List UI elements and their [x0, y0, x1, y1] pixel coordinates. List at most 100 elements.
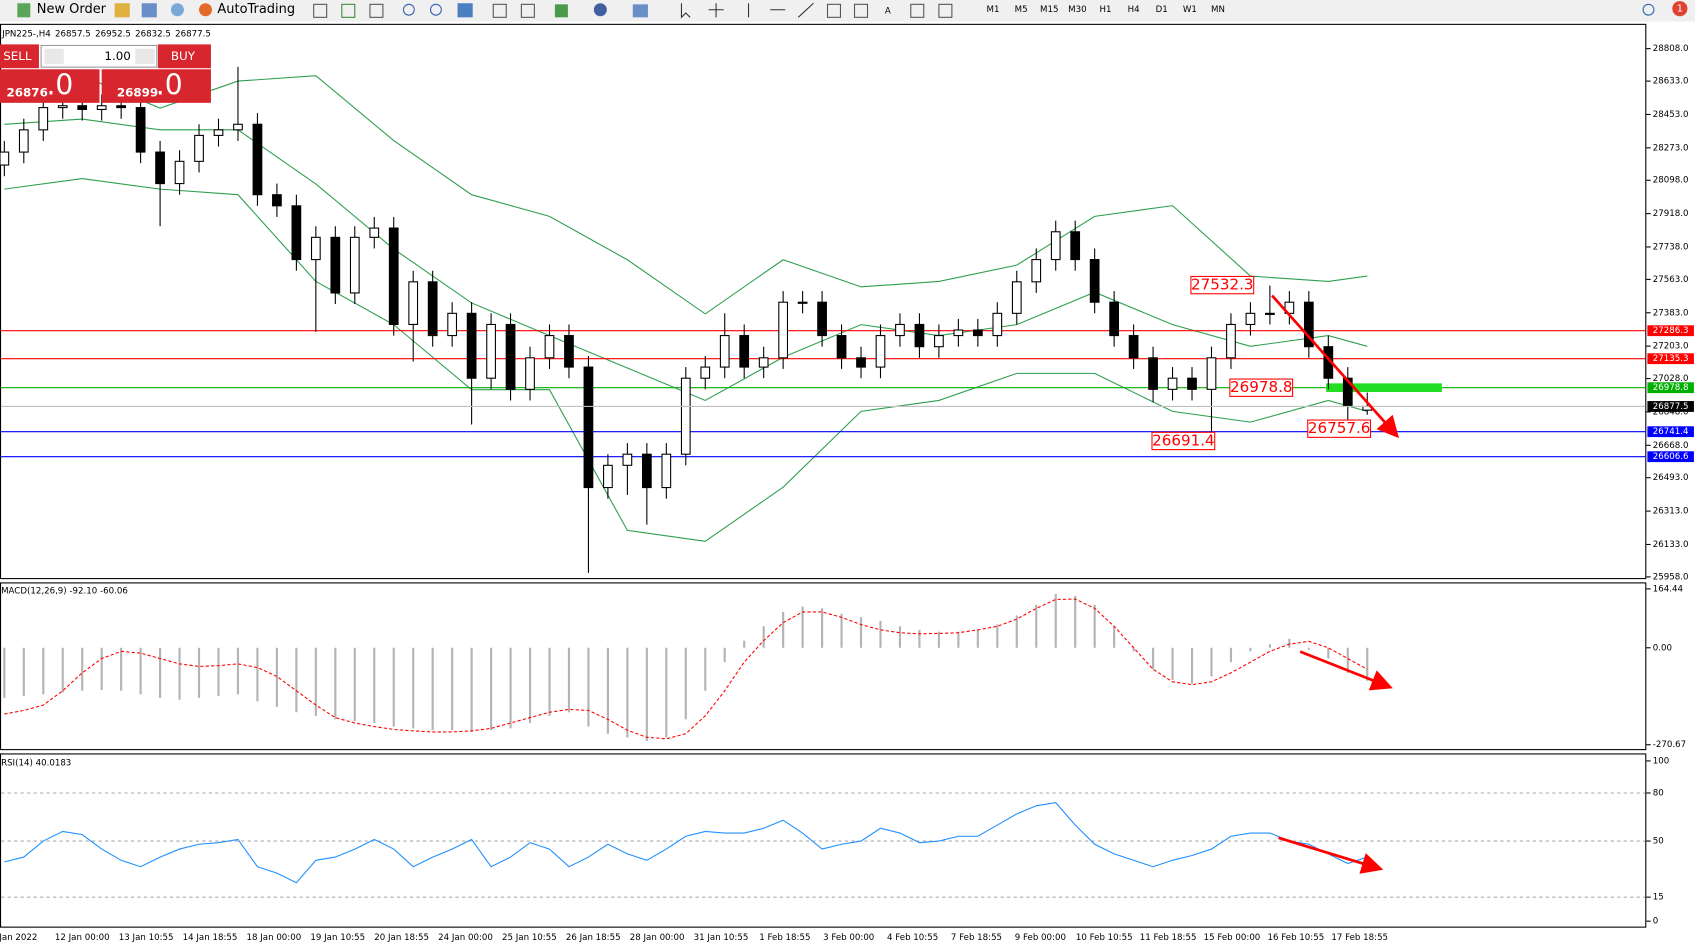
tool-icons[interactable]: A	[313, 2, 953, 19]
icon[interactable]	[141, 3, 157, 18]
y-tick-label: 27028.0	[1653, 374, 1689, 384]
timeframe-button[interactable]: W1	[1183, 5, 1197, 15]
sell-button[interactable]	[0, 44, 39, 69]
x-tick-label: 11 Feb 18:55	[1140, 933, 1197, 943]
timeframe-button[interactable]: H1	[1099, 5, 1111, 15]
rsi-title: RSI(14) 40.0183	[1, 759, 71, 769]
y-tick-label: 26848.0	[1653, 407, 1689, 417]
macd-title: MACD(12,26,9) -92.10 -60.06	[1, 587, 128, 597]
new-order-button[interactable]: New Order	[17, 2, 107, 18]
sell-price-box[interactable]	[0, 69, 100, 103]
lots-value[interactable]: 1.00	[104, 49, 130, 63]
lots-down[interactable]	[44, 48, 64, 64]
candle-body	[856, 357, 866, 368]
y-tick-label: -270.67	[1653, 740, 1686, 750]
lots-field[interactable]	[40, 44, 158, 68]
candle-body	[544, 335, 555, 359]
timeframe-button[interactable]: D1	[1156, 5, 1168, 15]
x-tick-label: 10 Feb 10:55	[1076, 933, 1133, 943]
x-tick-label: 16 Feb 10:55	[1268, 933, 1325, 943]
candle-body	[486, 323, 496, 379]
candle-body	[96, 105, 107, 110]
candle-body	[18, 129, 29, 153]
candle-body	[135, 107, 146, 153]
x-tick-label: 18 Jan 00:00	[247, 933, 302, 943]
x-tick-label: 1 Feb 18:55	[759, 933, 810, 943]
timeframe-button[interactable]: M5	[1015, 5, 1028, 15]
candle-body	[427, 281, 438, 337]
timeframe-button[interactable]: M1	[987, 5, 1000, 15]
candle-body	[388, 227, 399, 325]
rsi-line	[4, 802, 1368, 884]
plots: Jan 2022 12 Jan 00:00 13 Jan 10:55 14 Jan 1…	[0, 44, 1694, 943]
level-price-label: 26741.4	[1653, 427, 1689, 437]
candle-body	[1070, 231, 1081, 261]
x-tick-label: 9 Feb 00:00	[1015, 933, 1066, 943]
search-icon[interactable]	[1642, 3, 1655, 16]
y-tick-label: 50	[1653, 837, 1664, 847]
y-tick-label: 25958.0	[1653, 572, 1689, 582]
x-tick-label: 19 Jan 10:55	[310, 933, 365, 943]
y-tick-label: 26668.0	[1653, 441, 1689, 451]
bid-price-label: 26877.5	[1653, 402, 1689, 412]
x-tick-label: 31 Jan 10:55	[694, 933, 749, 943]
autotrading-button[interactable]: AutoTrading	[199, 2, 295, 17]
low: 26832.5	[135, 29, 171, 39]
candle-body	[291, 205, 302, 261]
timeframes: M1 M5 M15 M30 H1 H4 D1 W1 MN	[987, 5, 1225, 15]
x-tick-label: 17 Feb 18:55	[1331, 933, 1388, 943]
candle-body	[116, 105, 127, 109]
candle-body	[934, 335, 944, 348]
candle-body	[1167, 377, 1178, 390]
candle-body	[797, 301, 808, 304]
sell-price-big[interactable]: .0	[47, 69, 74, 102]
icon[interactable]	[170, 3, 184, 17]
timeframe-button[interactable]: M30	[1068, 5, 1086, 15]
candle-body	[1303, 301, 1314, 348]
y-tick-label: 164.44	[1653, 584, 1684, 594]
timeframe-button[interactable]: M15	[1040, 5, 1058, 15]
icon[interactable]	[114, 3, 130, 18]
candle-body	[233, 123, 243, 131]
trend-arrow	[1278, 836, 1384, 874]
autotrading-label[interactable]: AutoTrading	[217, 2, 295, 17]
buy-price-box[interactable]	[101, 69, 211, 103]
buy-price[interactable]: 26899	[117, 86, 158, 100]
buy-button[interactable]	[157, 44, 211, 69]
candle-body	[875, 335, 886, 368]
level-price-tag	[1647, 451, 1694, 463]
timeframe-button[interactable]: MN	[1211, 5, 1225, 15]
annotation-label: 26757.6	[1308, 419, 1371, 437]
drawn-arrows	[1271, 294, 1399, 874]
open: 26857.5	[55, 29, 91, 39]
level-price-tag	[1647, 426, 1694, 438]
candle-body	[700, 366, 711, 379]
buy-label[interactable]: BUY	[171, 49, 196, 63]
level-price-tag	[1647, 382, 1694, 394]
lots-up[interactable]	[135, 48, 155, 64]
y-tick-label: 28633.0	[1653, 77, 1689, 87]
sell-label[interactable]: SELL	[3, 49, 32, 63]
x-tick-label: 25 Jan 10:55	[502, 933, 557, 943]
zone-marker	[1326, 383, 1442, 393]
candle-body	[1245, 312, 1256, 325]
annotation-box	[1190, 275, 1255, 295]
notification-badge[interactable]	[1672, 1, 1688, 17]
y-tick-label: 27203.0	[1653, 342, 1689, 352]
x-tick-label: 4 Feb 10:55	[887, 933, 938, 943]
candle-body	[505, 323, 516, 390]
candle-body	[349, 236, 360, 294]
y-tick-label: 100	[1653, 756, 1669, 766]
y-tick-label: 27563.0	[1653, 275, 1689, 285]
new-order-label[interactable]: New Order	[37, 2, 107, 17]
candle-body	[213, 129, 224, 136]
candle-body	[895, 323, 905, 337]
y-tick-label: 28273.0	[1653, 143, 1689, 153]
level-price-label: 27135.3	[1653, 354, 1689, 364]
timeframe-button[interactable]: H4	[1128, 5, 1140, 15]
buy-price-big[interactable]: .0	[156, 69, 183, 102]
sell-price[interactable]: 26876	[6, 86, 47, 100]
macd-signal	[4, 598, 1368, 740]
macd-frame	[0, 582, 1647, 751]
